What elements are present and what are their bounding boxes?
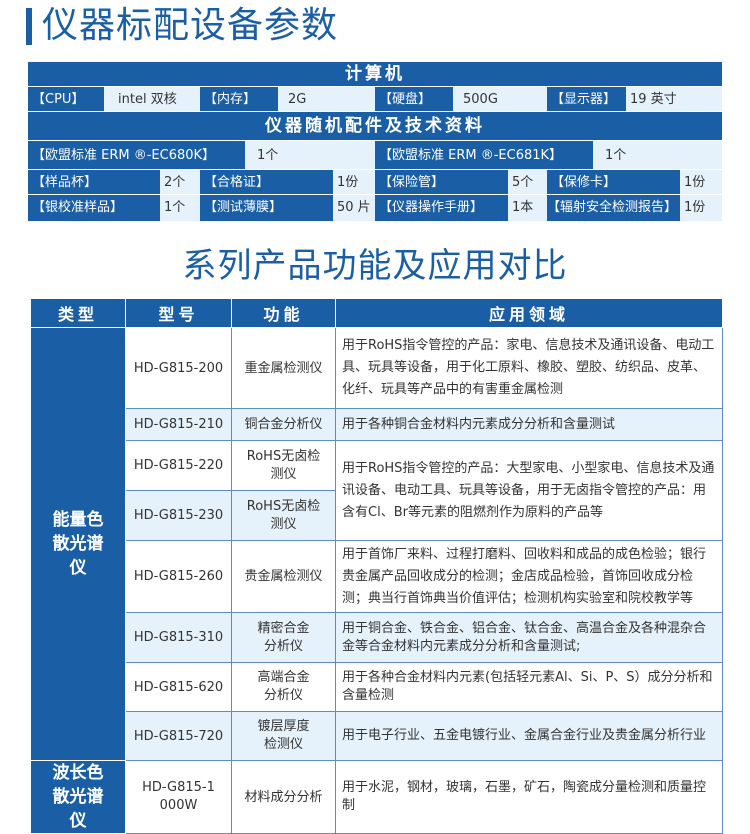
model-cell: HD-G815-210 — [125, 408, 232, 441]
table-row: 波长色散光谱仪 HD-G815-1000W 材料成分分析 用于水泥，钢材，玻璃，… — [30, 760, 723, 834]
header-model: 型号 — [125, 298, 232, 328]
spec-label: 【CPU】 — [28, 87, 104, 111]
type-cell: 能量色散光谱仪 — [30, 327, 126, 761]
spec-value: 1个 — [593, 141, 722, 169]
table-row: HD-G815-620 高端合金分析仪 用于各种合金材料内元素(包括轻元素Al、… — [31, 662, 723, 712]
spec-value: 500G — [453, 87, 547, 111]
accessories-row: 【银校准样品】 1个 【测试薄膜】 50 片 【仪器操作手册】 1本 【辐射安全… — [28, 195, 722, 222]
spec-value: intel 双核 — [104, 87, 200, 111]
table-row: HD-G815-230 RoHS无卤检测仪 — [31, 490, 723, 541]
spec-value: 1份 — [680, 170, 722, 194]
application-cell: 用于各种合金材料内元素(包括轻元素Al、Si、P、S）成分分析和含量检测 — [335, 662, 723, 712]
accessories-row: 【样品杯】 2个 【合格证】 1份 【保险管】 5个 【保修卡】 1份 — [28, 170, 722, 195]
application-cell: 用于各种铜合金材料内元素成分分析和含量测试 — [335, 408, 723, 441]
product-comparison-table: 类型 型号 功能 应用领域 能量色散光谱仪 HD-G815-200 重金属检测仪… — [30, 298, 723, 834]
model-cell: HD-G815-230 — [125, 490, 232, 541]
header-function: 功能 — [231, 298, 336, 328]
table-row: HD-G815-210 铜合金分析仪 用于各种铜合金材料内元素成分分析和含量测试 — [31, 408, 723, 441]
type-cell: 波长色散光谱仪 — [30, 760, 126, 834]
section-title: 系列产品功能及应用对比 — [182, 246, 568, 286]
table-header-row: 类型 型号 功能 应用领域 — [30, 298, 723, 328]
spec-label: 【测试薄膜】 — [200, 195, 333, 221]
application-cell: 用于电子行业、五金电镀行业、金属合金行业及贵金属分析行业 — [335, 711, 723, 761]
model-cell: HD-G815-310 — [125, 612, 232, 663]
model-cell: HD-G815-260 — [125, 540, 232, 613]
computer-row: 【CPU】 intel 双核 【内存】 2G 【硬盘】 500G 【显示器】 1… — [28, 87, 722, 112]
application-cell: 用于水泥，钢材，玻璃，石墨，矿石，陶瓷成分量检测和质量控制 — [335, 760, 723, 834]
spec-label: 【样品杯】 — [28, 170, 160, 194]
spec-label: 【欧盟标准 ERM ®-EC680K】 — [28, 141, 245, 169]
spec-value: 1个 — [160, 195, 200, 221]
application-cell: 用于铜合金、铁合金、铝合金、钛合金、高温合金及各种混杂合金等合金材料内元素成分分… — [335, 612, 723, 663]
application-cell: 用于RoHS指令管控的产品：大型家电、小型家电、信息技术及通讯设备、电动工具、玩… — [335, 440, 723, 541]
header-application: 应用领域 — [335, 298, 723, 328]
spec-label: 【内存】 — [200, 87, 278, 111]
application-cell: 用于首饰厂来料、过程打磨料、回收料和成品的成色检验；银行贵金属产品回收成分的检测… — [335, 540, 723, 613]
table-row: HD-G815-310 精密合金分析仪 用于铜合金、铁合金、铝合金、钛合金、高温… — [31, 612, 723, 663]
model-cell: HD-G815-220 — [125, 440, 232, 491]
function-cell: RoHS无卤检测仪 — [231, 490, 336, 541]
model-cell: HD-G815-720 — [125, 711, 232, 761]
spec-label: 【欧盟标准 ERM ®-EC681K】 — [375, 141, 593, 169]
function-cell: 精密合金分析仪 — [231, 612, 336, 663]
title-accent-bar — [26, 8, 32, 45]
spec-label: 【合格证】 — [200, 170, 333, 194]
function-cell: 镀层厚度检测仪 — [231, 711, 336, 761]
spec-label: 【显示器】 — [547, 87, 626, 111]
spec-label: 【银校准样品】 — [28, 195, 160, 221]
spec-value: 5个 — [508, 170, 547, 194]
spec-label: 【硬盘】 — [375, 87, 453, 111]
application-cell: 用于RoHS指令管控的产品：家电、信息技术及通讯设备、电动工具、玩具等设备，用于… — [335, 327, 723, 409]
function-cell: 贵金属检测仪 — [231, 540, 336, 613]
spec-value: 1份 — [333, 170, 375, 194]
spec-table: 计算机 【CPU】 intel 双核 【内存】 2G 【硬盘】 500G 【显示… — [28, 62, 722, 222]
accessories-header: 仪器随机配件及技术资料 — [28, 112, 722, 141]
spec-value: 1本 — [508, 195, 547, 221]
function-cell: 材料成分分析 — [231, 760, 336, 834]
accessories-row: 【欧盟标准 ERM ®-EC680K】 1个 【欧盟标准 ERM ®-EC681… — [28, 141, 722, 170]
spec-label: 【仪器操作手册】 — [375, 195, 508, 221]
table-row: 能量色散光谱仪 HD-G815-200 重金属检测仪 用于RoHS指令管控的产品… — [30, 327, 723, 761]
spec-value: 19 英寸 — [626, 87, 722, 111]
spec-label: 【保险管】 — [375, 170, 508, 194]
model-cell: HD-G815-620 — [125, 662, 232, 712]
function-cell: 重金属检测仪 — [231, 327, 336, 409]
page-title: 仪器标配设备参数 — [42, 5, 339, 46]
spec-value: 1个 — [245, 141, 375, 169]
computer-header: 计算机 — [28, 62, 722, 87]
table-row: HD-G815-720 镀层厚度检测仪 用于电子行业、五金电镀行业、金属合金行业… — [31, 711, 723, 761]
function-cell: RoHS无卤检测仪 — [231, 440, 336, 491]
model-cell: HD-G815-200 — [125, 327, 232, 409]
spec-label: 【辐射安全检测报告】 — [547, 195, 680, 221]
function-cell: 高端合金分析仪 — [231, 662, 336, 712]
spec-value: 1份 — [680, 195, 722, 221]
table-row: HD-G815-260 贵金属检测仪 用于首饰厂来料、过程打磨料、回收料和成品的… — [31, 540, 723, 613]
spec-value: 50 片 — [333, 195, 375, 221]
spec-value: 2G — [278, 87, 375, 111]
function-cell: 铜合金分析仪 — [231, 408, 336, 441]
table-row: HD-G815-220 RoHS无卤检测仪 用于RoHS指令管控的产品：大型家电… — [31, 440, 723, 541]
spec-value: 2个 — [160, 170, 200, 194]
model-cell: HD-G815-1000W — [125, 760, 232, 834]
header-type: 类型 — [30, 298, 126, 328]
spec-label: 【保修卡】 — [547, 170, 680, 194]
